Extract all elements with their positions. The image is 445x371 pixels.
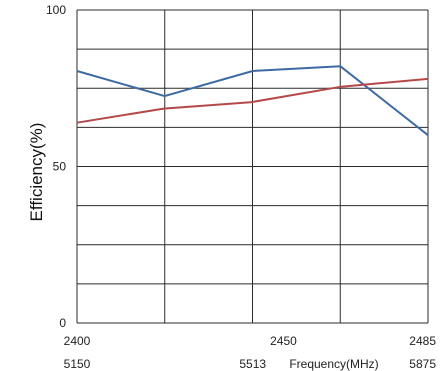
series-line-2 [76,77,429,124]
x-tick-label: 5513 [239,357,266,371]
x-axis-label: Frequency(MHz) [289,357,378,371]
y-tick-label: 50 [53,160,67,174]
series-line-1 [76,65,429,136]
x-tick-label: 2400 [64,334,91,348]
y-tick-label: 100 [46,3,66,17]
x-tick-label: 5150 [64,357,91,371]
x-tick-label: 5875 [409,357,436,371]
grid [76,9,429,324]
x-tick-label: 2485 [409,334,436,348]
y-tick-label: 0 [59,316,66,330]
y-axis-label: Efficiency(%) [27,123,46,222]
x-tick-label: 2450 [270,334,297,348]
tick-labels: 0 50 100 2400 2450 2485 5150 5513 5875 [46,3,436,371]
series-lines [76,65,429,136]
